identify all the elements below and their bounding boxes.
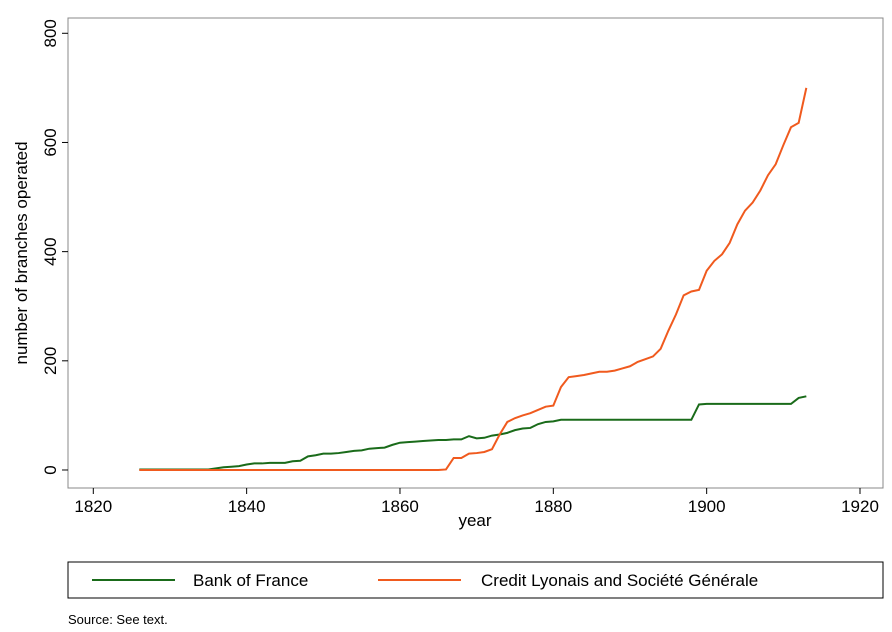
legend-label: Bank of France — [193, 571, 308, 590]
series-line — [139, 395, 807, 471]
y-tick-label: 400 — [41, 237, 60, 265]
source-note: Source: See text. — [68, 612, 168, 627]
y-tick-label: 600 — [41, 128, 60, 156]
x-tick-label: 1820 — [74, 497, 112, 516]
legend — [67, 561, 884, 599]
x-tick-label: 1840 — [228, 497, 266, 516]
x-axis-label: year — [458, 511, 491, 530]
series-line — [139, 87, 808, 471]
x-tick-label: 1900 — [688, 497, 726, 516]
plot-area — [67, 17, 884, 489]
y-tick-label: 0 — [41, 465, 60, 474]
y-axis-label: number of branches operated — [12, 141, 31, 364]
y-tick-label: 200 — [41, 347, 60, 375]
x-tick-label: 1860 — [381, 497, 419, 516]
y-tick-label: 800 — [41, 19, 60, 47]
x-tick-label: 1880 — [534, 497, 572, 516]
x-tick-label: 1920 — [841, 497, 879, 516]
legend-label: Credit Lyonais and Société Générale — [481, 571, 758, 590]
